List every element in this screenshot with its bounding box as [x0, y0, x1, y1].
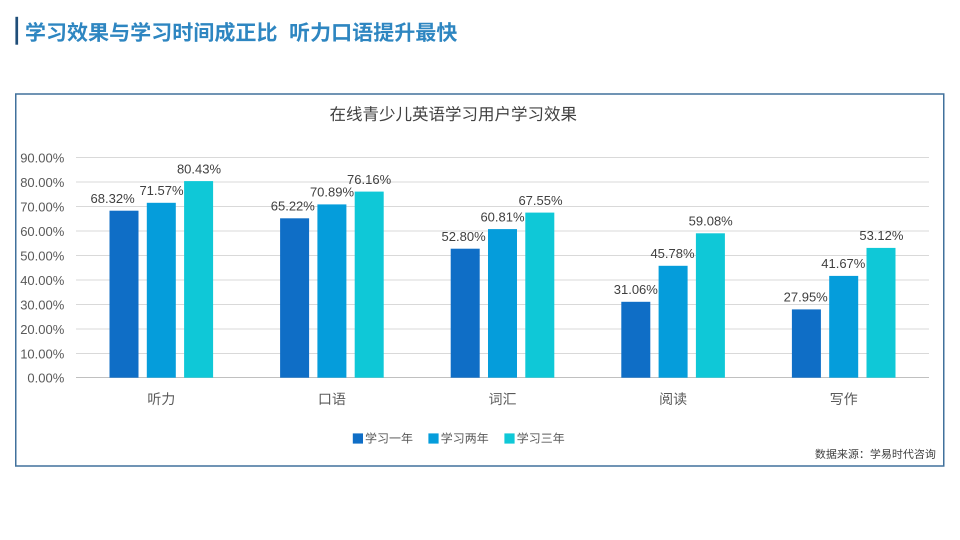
svg-text:80.00%: 80.00% [20, 175, 65, 190]
svg-text:52.80%: 52.80% [442, 229, 487, 244]
svg-text:27.95%: 27.95% [784, 290, 829, 305]
svg-text:90.00%: 90.00% [20, 151, 65, 166]
svg-text:60.81%: 60.81% [480, 209, 525, 224]
svg-text:70.89%: 70.89% [310, 185, 355, 200]
svg-text:80.43%: 80.43% [177, 161, 222, 176]
svg-text:45.78%: 45.78% [650, 246, 695, 261]
svg-text:20.00%: 20.00% [20, 322, 65, 337]
svg-text:40.00%: 40.00% [20, 273, 65, 288]
svg-text:53.12%: 53.12% [859, 228, 904, 243]
svg-text:59.08%: 59.08% [689, 214, 734, 229]
svg-text:76.16%: 76.16% [347, 172, 392, 187]
svg-text:30.00%: 30.00% [20, 297, 65, 312]
svg-text:50.00%: 50.00% [20, 249, 65, 264]
svg-text:60.00%: 60.00% [20, 224, 65, 239]
svg-text:10.00%: 10.00% [20, 346, 65, 361]
svg-text:65.22%: 65.22% [271, 199, 316, 214]
svg-text:67.55%: 67.55% [518, 193, 563, 208]
svg-text:41.67%: 41.67% [821, 256, 866, 271]
svg-text:31.06%: 31.06% [614, 282, 659, 297]
svg-text:0.00%: 0.00% [27, 371, 64, 386]
svg-text:70.00%: 70.00% [20, 200, 65, 215]
svg-text:68.32%: 68.32% [91, 191, 136, 206]
svg-text:71.57%: 71.57% [139, 183, 184, 198]
